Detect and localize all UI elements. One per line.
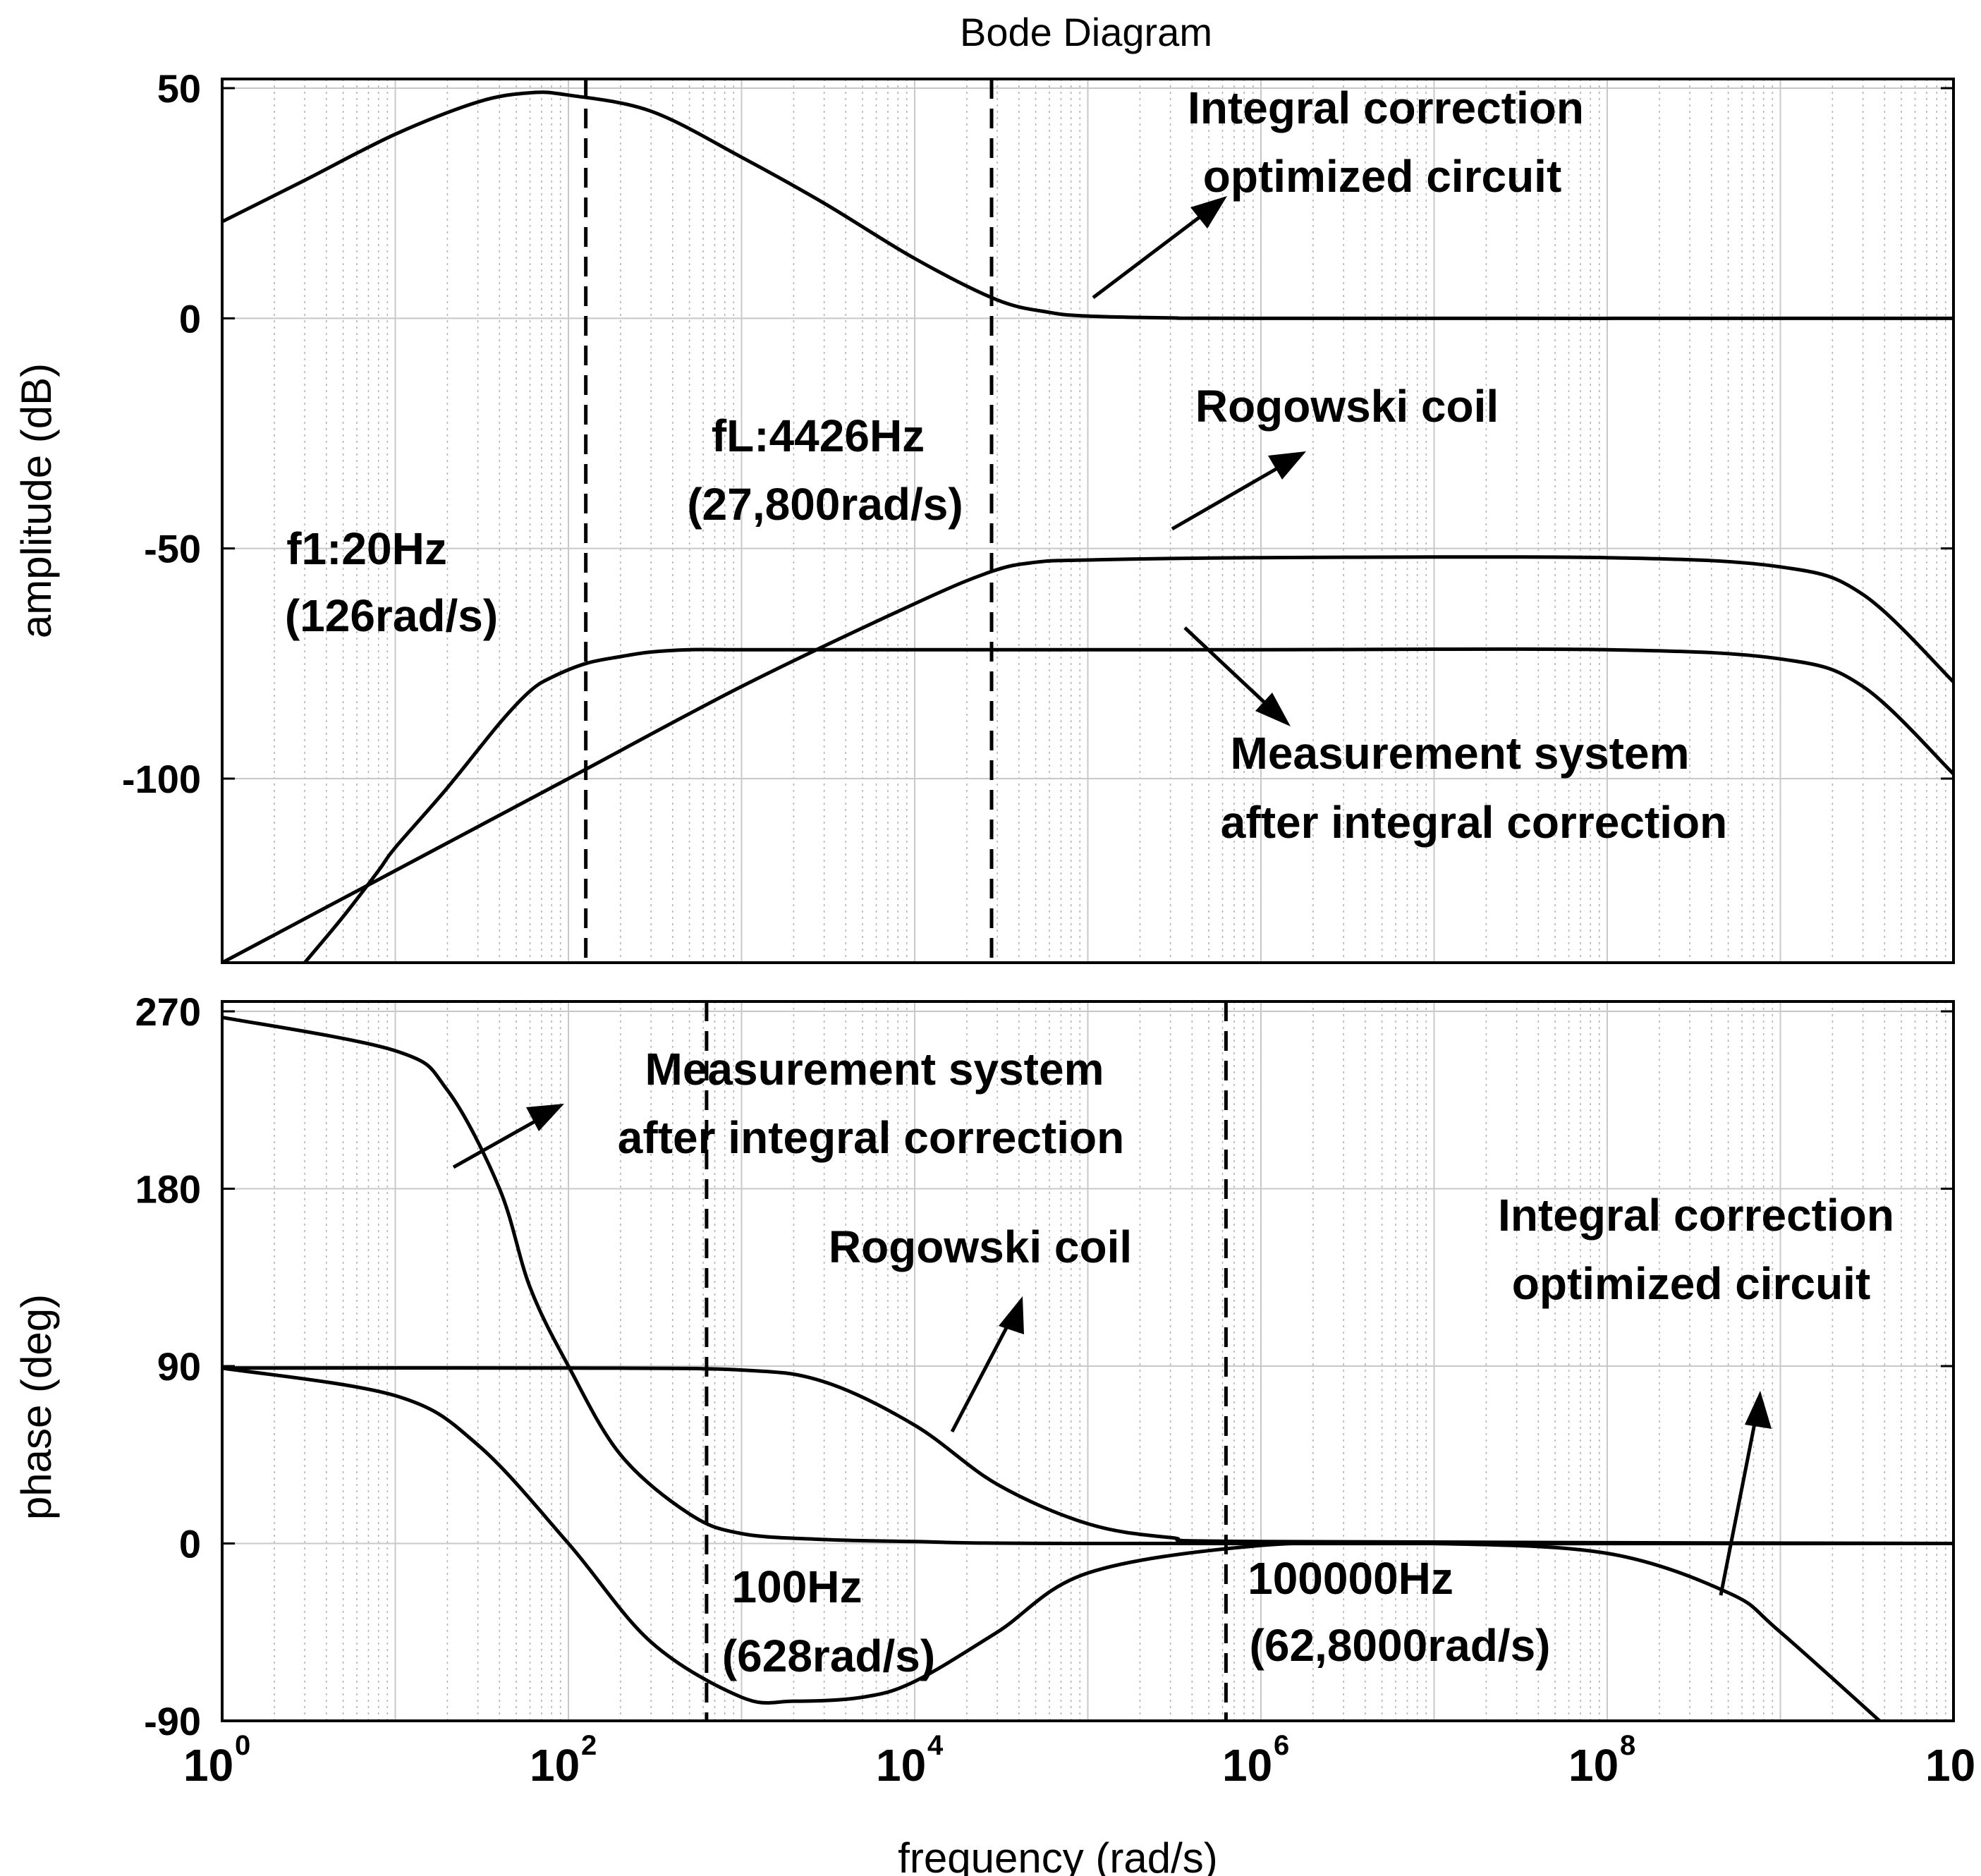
x-tick-label: 10 <box>1925 1740 1975 1791</box>
amp-ann-integral-line2: optimized circuit <box>1203 151 1562 202</box>
amp-ytick-label: 0 <box>179 296 201 341</box>
amplitude-panel: 500-50-100 f1:20Hz (126rad/s) fL:4426Hz … <box>122 66 1955 964</box>
amp-ytick-label: -50 <box>144 527 201 571</box>
ph-ann-integral-line2: optimized circuit <box>1512 1258 1871 1309</box>
ph-ytick-label: -90 <box>144 1699 201 1743</box>
ph-ytick-label: 180 <box>135 1167 201 1211</box>
amp-arrowhead-measurement <box>1255 693 1291 726</box>
marker-label-100hz: 100Hz <box>732 1561 863 1612</box>
x-axis-label: frequency (rad/s) <box>898 1834 1218 1876</box>
phase-markers <box>705 1001 1228 1721</box>
amp-ytick-label: 50 <box>157 66 201 111</box>
ph-ytick-label: 0 <box>179 1521 201 1566</box>
amp-series-2-line <box>222 555 1953 963</box>
amp-arrowhead-rogowski <box>1268 451 1306 480</box>
marker-label-f1: f1:20Hz <box>286 523 447 574</box>
ph-ann-integral-line1: Integral correction <box>1498 1190 1894 1241</box>
x-tick-label: 10 <box>1222 1740 1272 1791</box>
x-axis-ticks: 10 0 10 2 10 4 10 6 10 8 10 <box>183 1730 1975 1791</box>
x-tick-label: 10 <box>183 1740 233 1791</box>
phase-curves <box>222 1015 1953 1721</box>
amplitude-y-axis-label: amplitude (dB) <box>13 363 60 638</box>
marker-sublabel-fL: (27,800rad/s) <box>687 479 963 530</box>
x-tick-exponent: 4 <box>927 1730 944 1761</box>
amp-arrow-integral <box>1092 205 1216 299</box>
ph-arrow-rogowski <box>950 1309 1018 1433</box>
ph-series-1-line <box>222 1015 1953 1546</box>
ph-ytick-label: 90 <box>157 1344 201 1389</box>
amp-ytick-label: -100 <box>122 757 201 801</box>
x-tick-exponent: 8 <box>1620 1730 1635 1761</box>
amplitude-y-ticks: 50 0 -50 -100 <box>122 66 1953 801</box>
x-tick-exponent: 2 <box>581 1730 597 1761</box>
phase-frame <box>221 1000 1955 1722</box>
amp-arrowhead-integral <box>1190 196 1227 229</box>
marker-label-100000hz: 100000Hz <box>1248 1553 1453 1604</box>
amp-ann-integral-line1: Integral correction <box>1188 83 1584 133</box>
ph-arrowhead-integral <box>1745 1391 1772 1429</box>
amp-ann-measurement-line2: after integral correction <box>1221 797 1727 848</box>
amp-ann-measurement-line1: Measurement system <box>1231 728 1690 779</box>
amp-series-3-line <box>302 647 1953 963</box>
x-tick-label: 10 <box>876 1740 926 1791</box>
marker-sublabel-f1: (126rad/s) <box>285 590 498 641</box>
amp-ann-rogowski: Rogowski coil <box>1195 381 1499 432</box>
marker-label-fL: fL:4426Hz <box>712 410 925 461</box>
amplitude-curves <box>222 90 1953 963</box>
ph-ann-measurement-line1: Measurement system <box>645 1044 1104 1095</box>
amp-arrow-rogowski <box>1171 458 1293 531</box>
chart-title: Bode Diagram <box>960 10 1212 54</box>
ph-arrow-integral <box>1719 1408 1760 1596</box>
x-tick-label: 10 <box>1568 1740 1619 1791</box>
ph-ytick-label: 270 <box>135 989 201 1034</box>
amplitude-grid <box>222 79 1953 963</box>
amp-series-1-line <box>222 90 1953 320</box>
ph-arrowhead-rogowski <box>999 1296 1024 1334</box>
x-tick-exponent: 0 <box>235 1730 250 1761</box>
amp-arrow-measurement <box>1183 626 1278 715</box>
phase-panel: 270 180 90 0 -90 100Hz (628rad/s) 100000Hz (… <box>135 989 1955 1743</box>
marker-sublabel-100000hz: (62,8000rad/s) <box>1250 1620 1551 1671</box>
marker-sublabel-100hz: (628rad/s) <box>722 1631 935 1681</box>
x-tick-label: 10 <box>530 1740 580 1791</box>
x-tick-exponent: 6 <box>1274 1730 1289 1761</box>
ph-series-3-line <box>222 1366 1882 1721</box>
ph-arrowhead-measurement <box>526 1104 564 1131</box>
phase-y-ticks: 270 180 90 0 -90 <box>135 989 1953 1743</box>
amplitude-frame <box>221 78 1955 964</box>
phase-y-axis-label: phase (deg) <box>13 1294 60 1520</box>
ph-ann-measurement-line2: after integral correction <box>618 1112 1124 1163</box>
ph-ann-rogowski: Rogowski coil <box>829 1222 1132 1272</box>
